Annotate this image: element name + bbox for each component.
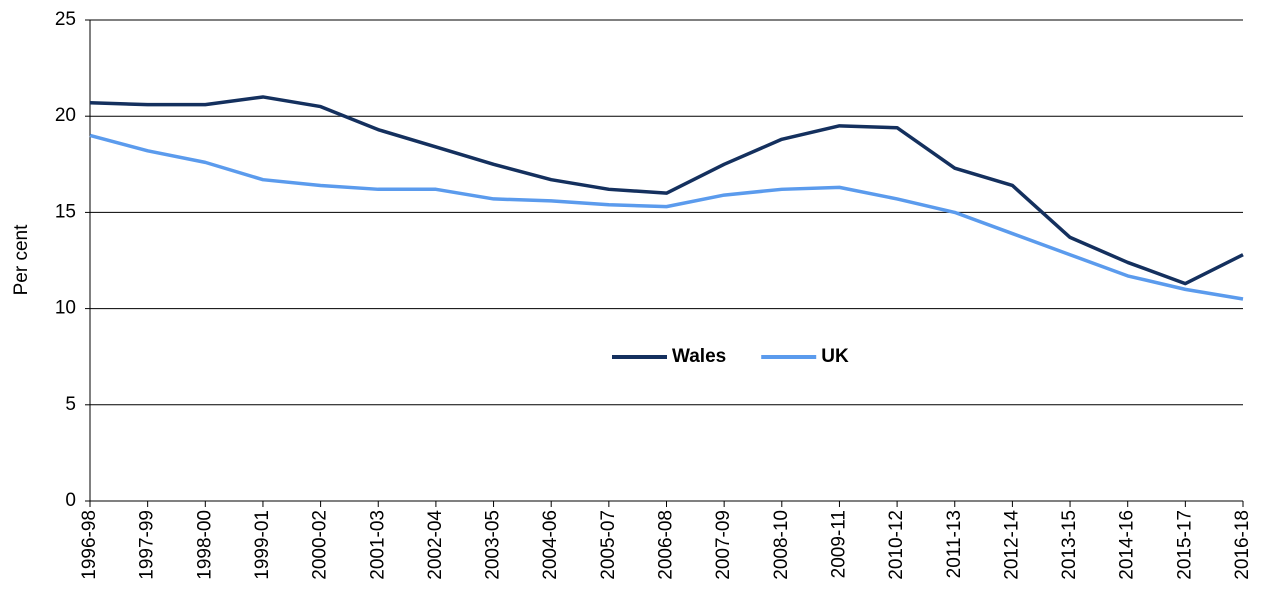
x-tick-label: 2001-03	[367, 510, 388, 580]
x-tick-label: 2012-14	[1001, 510, 1022, 580]
y-axis-label: Per cent	[11, 224, 32, 295]
y-tick-label: 15	[55, 201, 76, 222]
x-tick-label: 2004-06	[540, 510, 561, 580]
y-tick-label: 5	[65, 394, 76, 415]
x-tick-label: 2005-07	[598, 510, 619, 580]
line-series	[89, 133, 1244, 301]
x-tick-label: 2002-04	[425, 510, 446, 580]
x-tick-label: 2016-18	[1232, 510, 1253, 580]
x-tick-label: 1999-01	[252, 510, 273, 580]
y-tick-label: 25	[55, 9, 76, 30]
x-tick-label: 2008-10	[771, 510, 792, 580]
x-tick-label: 2013-15	[1059, 510, 1080, 580]
x-tick-label: 2011-13	[944, 510, 965, 578]
y-tick-label: 0	[65, 490, 76, 511]
legend-label: Wales	[672, 346, 726, 367]
y-tick-label: 10	[55, 298, 76, 319]
line-series	[89, 95, 1244, 286]
x-tick-label: 2014-16	[1117, 510, 1138, 580]
x-tick-label: 1998-00	[194, 510, 215, 580]
x-tick-label: 2009-11	[828, 510, 849, 578]
legend-label: UK	[821, 346, 849, 367]
x-tick-label: 2010-12	[886, 510, 907, 580]
y-tick-label: 20	[55, 105, 76, 126]
x-tick-label: 2003-05	[483, 510, 504, 580]
x-tick-label: 2006-08	[656, 510, 677, 580]
x-tick-label: 1996-98	[79, 510, 100, 580]
x-tick-label: 2000-02	[310, 510, 331, 580]
x-tick-label: 2015-17	[1174, 510, 1195, 580]
x-tick-label: 2007-09	[713, 510, 734, 580]
x-tick-label: 1997-99	[137, 510, 158, 580]
